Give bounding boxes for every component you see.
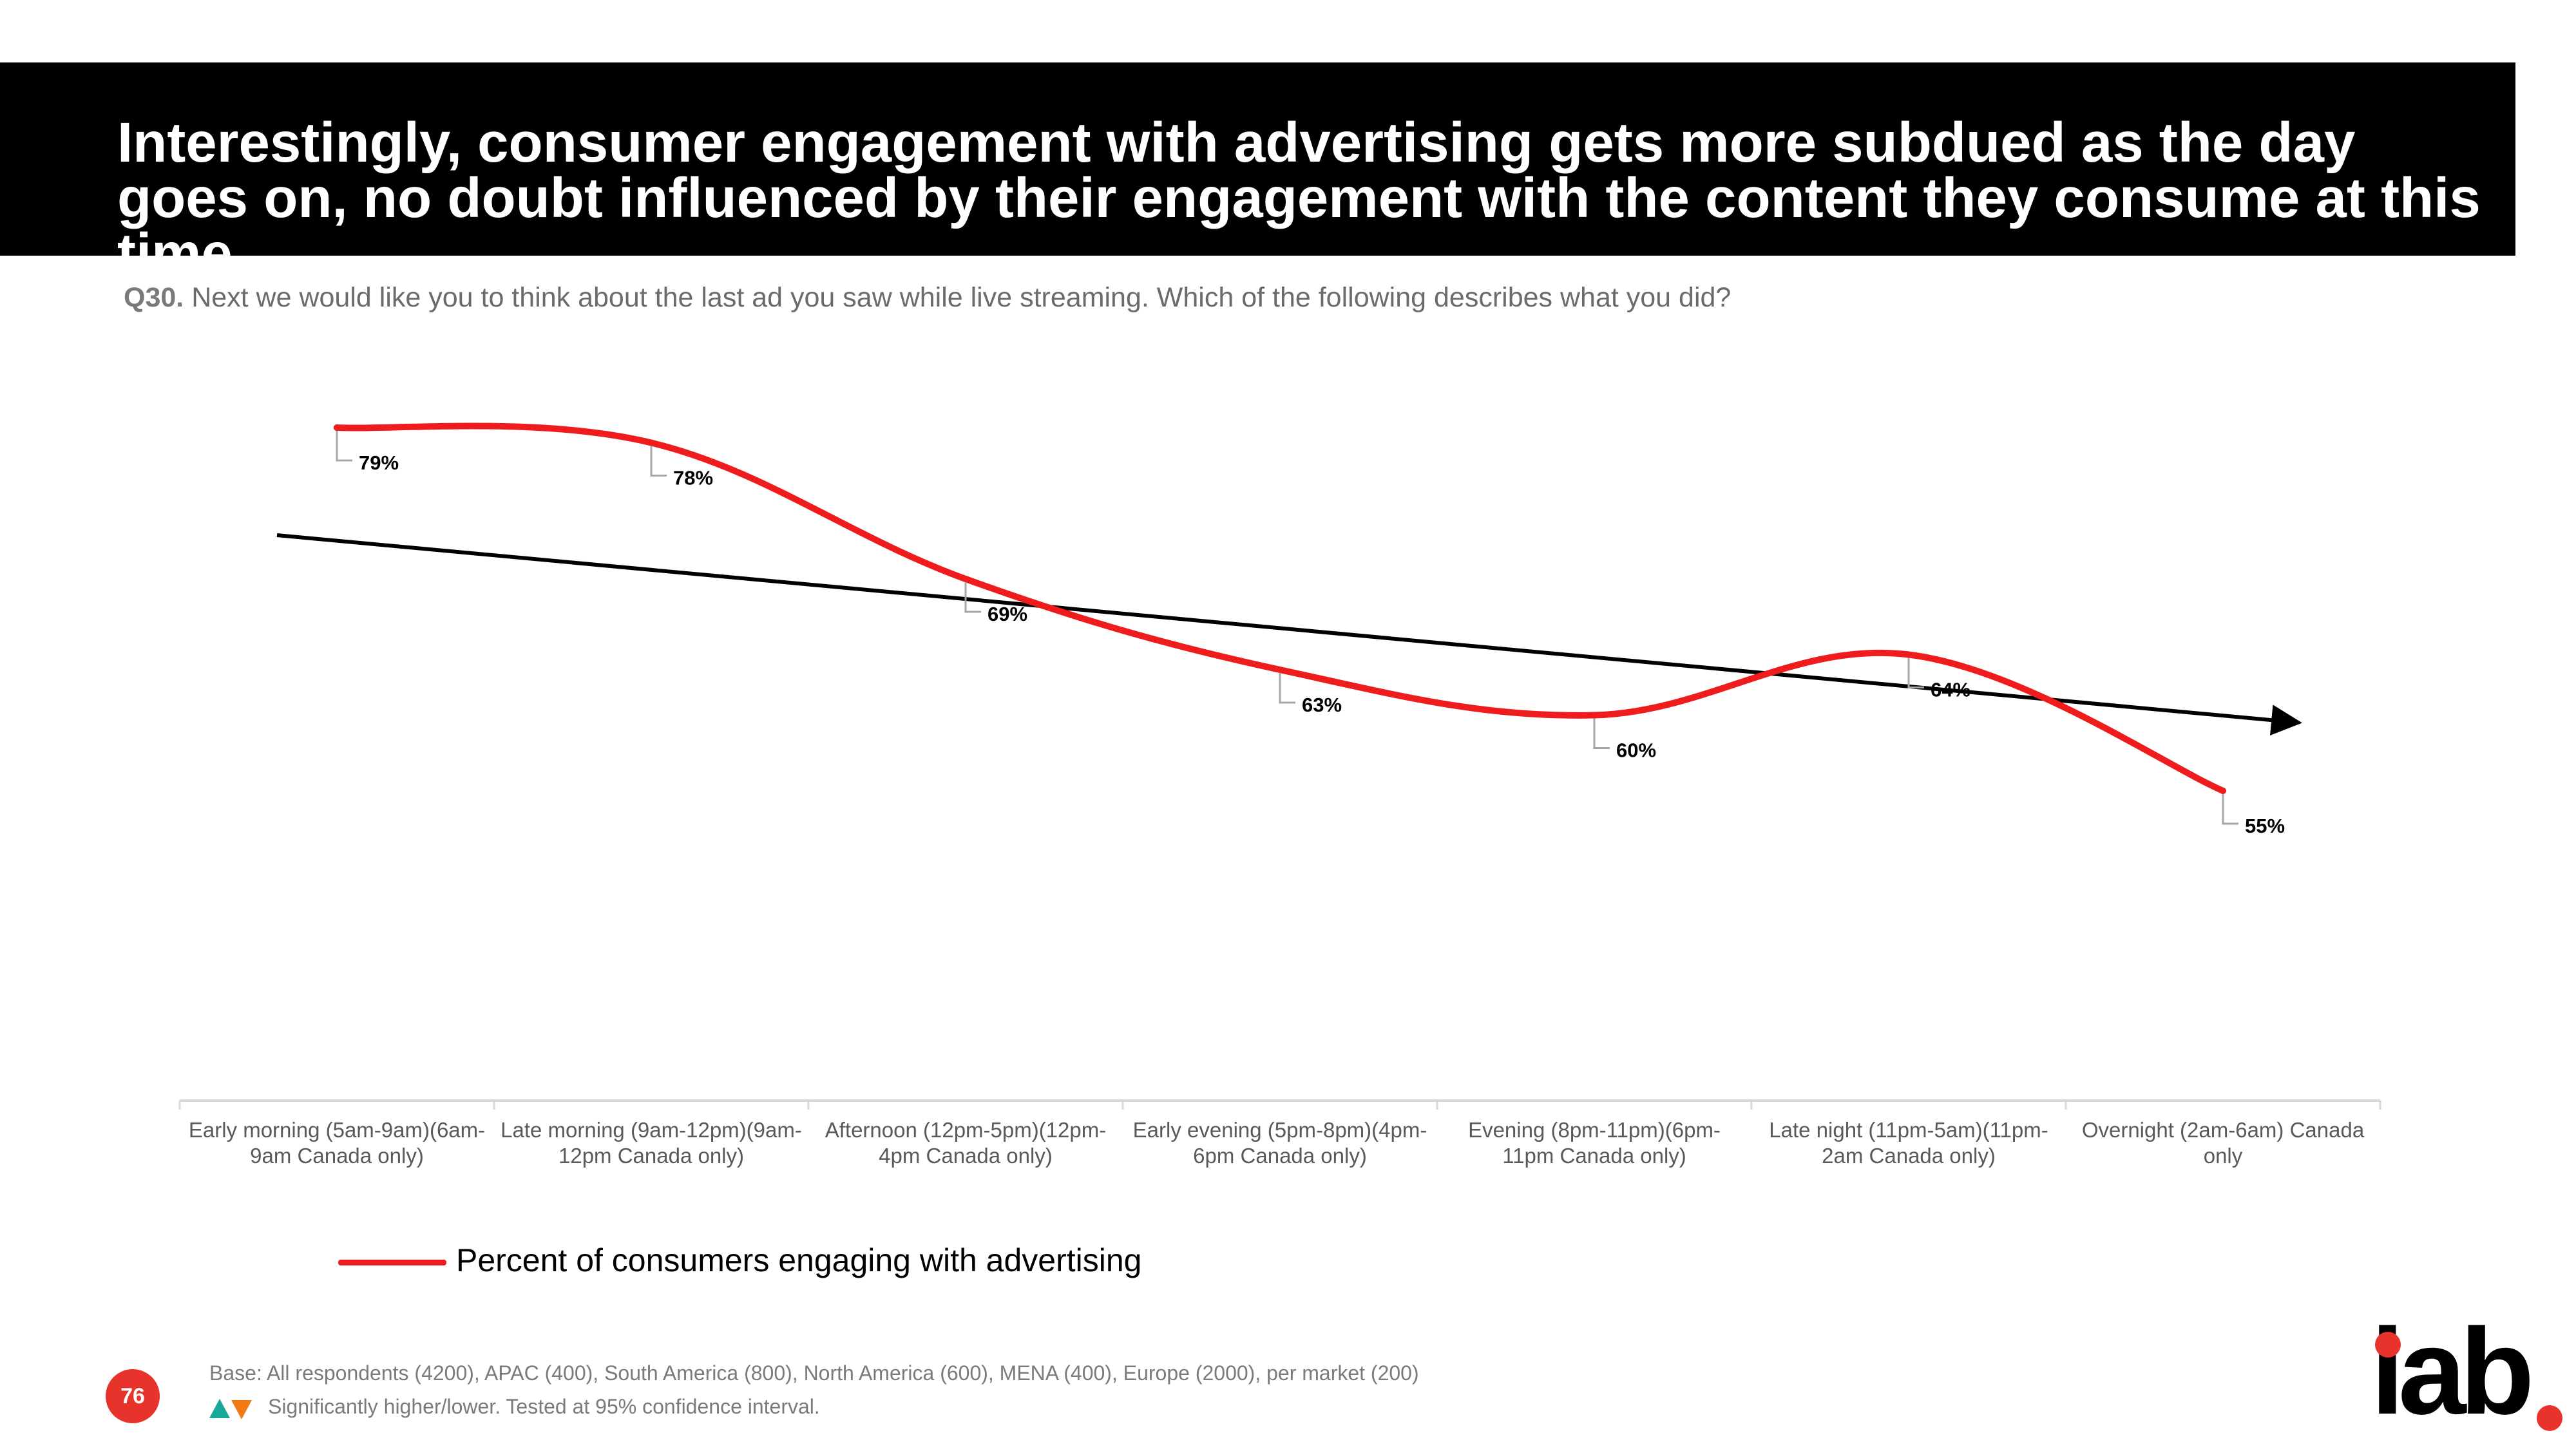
- question-text: Next we would like you to think about th…: [191, 282, 1732, 313]
- data-label-leader: [1593, 717, 1610, 749]
- x-tick-label: Early evening (5pm-8pm)(4pm-6pm Canada o…: [1133, 1118, 1427, 1168]
- x-tick-label: Late morning (9am-12pm)(9am-12pm Canada …: [501, 1118, 802, 1168]
- series-line: [334, 422, 2226, 794]
- survey-question: Q30. Next we would like you to think abo…: [124, 282, 1731, 314]
- iab-logo: iab: [2371, 1307, 2564, 1436]
- data-point: [1277, 667, 1283, 673]
- triangle-down-icon: [231, 1400, 252, 1419]
- data-label-leader: [650, 445, 667, 477]
- data-label-leader: [336, 430, 352, 462]
- page-title: Interestingly, consumer engagement with …: [117, 111, 2481, 285]
- title-bar: Interestingly, consumer engagement with …: [0, 62, 2515, 281]
- data-label: 78%: [673, 467, 713, 489]
- data-label: 64%: [1931, 679, 1970, 701]
- data-label-leader: [1279, 672, 1295, 704]
- x-tick-label: Afternoon (12pm-5pm)(12pm-4pm Canada onl…: [825, 1118, 1107, 1168]
- trend-arrow: [276, 533, 2302, 736]
- data-point: [334, 424, 340, 431]
- data-label: 55%: [2245, 815, 2285, 837]
- data-point: [1905, 651, 1912, 658]
- line-chart: Early morning (5am-9am)(6am-9am Canada o…: [178, 422, 2381, 1168]
- data-label-leader: [964, 582, 981, 613]
- data-label: 69%: [987, 603, 1027, 625]
- x-tick-label: Evening (8pm-11pm)(6pm-11pm Canada only): [1468, 1118, 1721, 1168]
- data-label: 63%: [1302, 694, 1342, 716]
- x-tick-label: Overnight (2am-6am) Canada only: [2082, 1118, 2365, 1168]
- data-label-leader: [1907, 657, 1924, 688]
- logo-dot-icon: [2375, 1332, 2401, 1358]
- data-label: 60%: [1616, 739, 1656, 762]
- question-number: Q30.: [124, 282, 184, 313]
- logo-wordmark: iab: [2371, 1303, 2535, 1440]
- base-note: Base: All respondents (4200), APAC (400)…: [209, 1361, 1419, 1385]
- data-point: [2220, 788, 2226, 794]
- data-point: [1591, 712, 1598, 719]
- data-label: 79%: [359, 451, 399, 474]
- data-label-leader: [2222, 793, 2238, 825]
- legend-swatch: [338, 1260, 446, 1265]
- significance-text: Significantly higher/lower. Tested at 95…: [268, 1395, 820, 1418]
- logo-period-icon: [2537, 1405, 2562, 1431]
- triangle-up-icon: [209, 1399, 230, 1418]
- data-point: [962, 576, 969, 582]
- page-number: 76: [106, 1369, 160, 1423]
- x-tick-label: Early morning (5am-9am)(6am-9am Canada o…: [189, 1118, 485, 1168]
- x-tick-label: Late night (11pm-5am)(11pm-2am Canada on…: [1769, 1118, 2048, 1168]
- legend-label: Percent of consumers engaging with adver…: [456, 1242, 1142, 1278]
- data-point: [648, 439, 654, 446]
